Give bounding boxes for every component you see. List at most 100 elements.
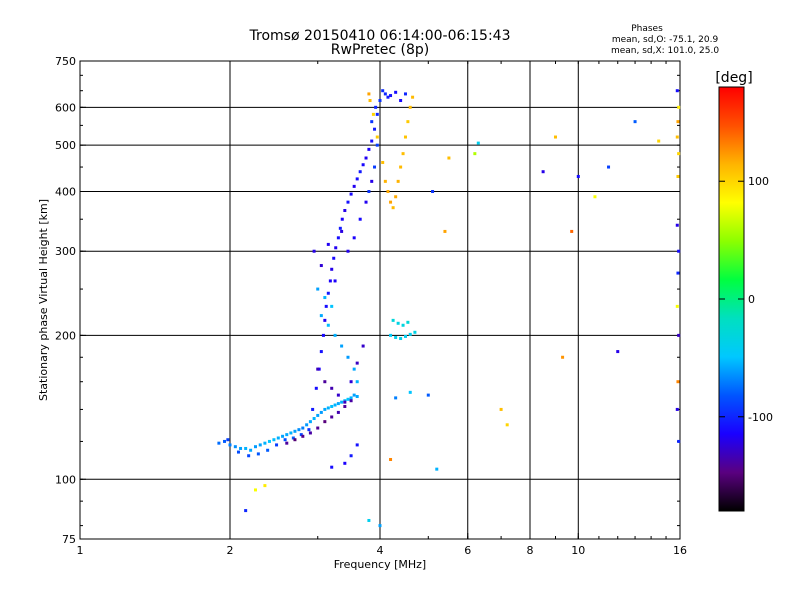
- data-point: [338, 226, 342, 230]
- data-point: [285, 433, 289, 437]
- data-point: [389, 200, 393, 204]
- x-tick-label: 4: [377, 544, 384, 557]
- x-tick-label: 16: [673, 544, 687, 557]
- data-point: [283, 438, 287, 442]
- data-point: [266, 448, 270, 452]
- data-point: [276, 436, 280, 440]
- y-tick-label: 75: [62, 533, 76, 546]
- data-point: [505, 423, 509, 427]
- data-point: [301, 434, 305, 438]
- data-point: [333, 403, 337, 407]
- data-point: [593, 195, 597, 199]
- data-point: [394, 396, 398, 400]
- data-point: [239, 446, 243, 450]
- data-point: [426, 393, 430, 397]
- data-point: [403, 92, 407, 96]
- data-point: [447, 156, 451, 160]
- data-point: [333, 333, 337, 337]
- data-point: [370, 179, 374, 183]
- colorbar-label: [deg]: [715, 70, 752, 86]
- data-point: [358, 170, 362, 174]
- data-point: [570, 229, 574, 233]
- data-point: [253, 445, 257, 449]
- data-point: [249, 448, 253, 452]
- data-point: [316, 287, 320, 291]
- data-point: [332, 256, 336, 260]
- data-point: [293, 438, 297, 442]
- data-point: [553, 135, 557, 139]
- data-point: [355, 177, 359, 181]
- data-point: [319, 410, 323, 414]
- data-point: [233, 445, 237, 449]
- data-point: [374, 105, 378, 109]
- data-point: [383, 179, 387, 183]
- y-tick-label: 750: [55, 55, 76, 68]
- data-point: [343, 461, 347, 465]
- data-point: [370, 120, 374, 124]
- data-point: [267, 439, 271, 443]
- data-point: [244, 446, 248, 450]
- x-tick-label: 2: [227, 544, 234, 557]
- data-point: [343, 404, 347, 408]
- data-point: [326, 291, 330, 295]
- data-point: [403, 334, 407, 338]
- phases-stats-title: Phases: [631, 24, 663, 34]
- data-point: [677, 105, 681, 109]
- x-tick-label: 6: [464, 544, 471, 557]
- data-point: [323, 380, 327, 384]
- data-point: [352, 236, 356, 240]
- data-point: [340, 344, 344, 348]
- data-point: [308, 420, 312, 424]
- y-axis-label: Stationary phase Virtual Height [km]: [37, 199, 50, 401]
- data-point: [675, 407, 679, 411]
- data-point: [408, 390, 412, 394]
- data-point: [399, 337, 403, 341]
- data-point: [312, 249, 316, 253]
- data-point: [285, 441, 289, 445]
- data-point: [373, 127, 377, 131]
- data-point: [378, 99, 382, 103]
- data-point: [336, 402, 340, 406]
- data-point: [323, 296, 327, 300]
- y-tick-label: 400: [55, 185, 76, 198]
- data-point: [355, 443, 359, 447]
- data-point: [361, 344, 365, 348]
- colorbar-tick-label: 100: [748, 175, 769, 188]
- data-point: [677, 152, 681, 156]
- data-point: [413, 330, 417, 334]
- data-point: [244, 509, 248, 513]
- data-point: [236, 450, 240, 454]
- data-point: [272, 438, 276, 442]
- data-point: [323, 407, 327, 411]
- data-point: [473, 152, 477, 156]
- data-point: [675, 135, 679, 139]
- data-point: [391, 206, 395, 210]
- data-point: [677, 333, 681, 337]
- chart-subtitle: RwPretec (8p): [331, 42, 429, 58]
- data-point: [299, 433, 303, 437]
- data-point: [677, 249, 681, 253]
- data-point: [675, 89, 679, 93]
- data-point: [263, 441, 267, 445]
- data-point: [576, 174, 580, 178]
- data-point: [340, 217, 344, 221]
- data-point: [676, 380, 680, 384]
- data-point: [355, 394, 359, 398]
- data-point: [247, 454, 251, 458]
- data-point: [394, 195, 398, 199]
- data-point: [217, 441, 221, 445]
- y-tick-label: 100: [55, 473, 76, 486]
- data-point: [675, 223, 679, 227]
- data-point: [361, 163, 365, 167]
- colorbar-tick-label: 0: [748, 293, 755, 306]
- data-point: [256, 452, 260, 456]
- data-point: [340, 229, 344, 233]
- data-point: [675, 304, 679, 308]
- data-point: [676, 174, 680, 178]
- data-point: [336, 393, 340, 397]
- data-point: [375, 112, 379, 116]
- data-point: [307, 428, 311, 432]
- y-tick-label: 200: [55, 329, 76, 342]
- data-point: [330, 304, 334, 308]
- data-point: [305, 423, 309, 427]
